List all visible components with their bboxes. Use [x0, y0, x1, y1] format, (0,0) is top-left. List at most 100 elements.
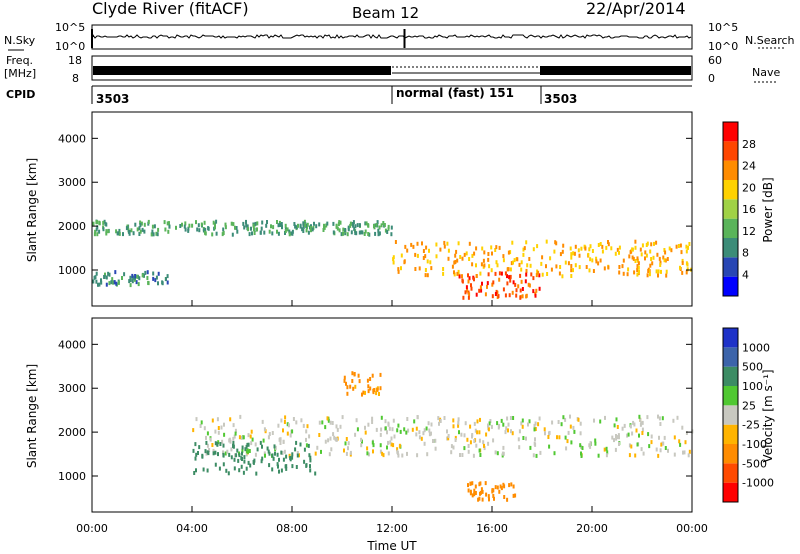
- scatter-cell: [224, 225, 227, 230]
- scatter-cell: [630, 249, 633, 254]
- scatter-cell: [569, 424, 572, 429]
- scatter-cell: [228, 452, 231, 457]
- scatter-cell: [98, 220, 101, 225]
- scatter-cell: [194, 442, 197, 447]
- scatter-cell: [457, 417, 460, 422]
- scatter-cell: [238, 453, 241, 458]
- scatter-cell: [535, 453, 538, 458]
- scatter-cell: [374, 231, 377, 236]
- scatter-cell: [672, 418, 675, 423]
- scatter-cell: [373, 388, 376, 392]
- scatter-cell: [574, 263, 577, 268]
- scatter-cell: [544, 431, 546, 436]
- scatter-cell: [302, 221, 305, 226]
- scatter-cell: [570, 274, 573, 278]
- scatter-cell: [487, 441, 490, 446]
- scatter-cell: [618, 265, 621, 269]
- scatter-cell: [299, 224, 302, 229]
- scatter-cell: [659, 263, 662, 267]
- scatter-cell: [286, 227, 289, 232]
- scatter-cell: [461, 278, 464, 283]
- scatter-cell: [475, 274, 478, 278]
- scatter-cell: [241, 445, 244, 450]
- colorbar-tick-label: 12: [742, 225, 756, 238]
- scatter-cell: [638, 414, 641, 419]
- scatter-cell: [684, 440, 687, 445]
- scatter-cell: [254, 221, 257, 226]
- scatter-cell: [141, 273, 144, 278]
- scatter-cell: [430, 422, 433, 427]
- scatter-cell: [639, 422, 642, 427]
- scatter-cell: [522, 247, 525, 252]
- scatter-cell: [636, 268, 639, 272]
- scatter-cell: [233, 434, 236, 439]
- scatter-cell: [316, 445, 319, 450]
- scatter-cell: [421, 241, 423, 246]
- scatter-cell: [467, 483, 469, 488]
- scatter-cell: [323, 225, 326, 230]
- scatter-cell: [422, 431, 425, 436]
- scatter-cell: [105, 275, 108, 280]
- scatter-cell: [504, 430, 507, 435]
- x-tick-label: 12:00: [376, 522, 408, 535]
- scatter-cell: [471, 493, 474, 498]
- scatter-cell: [492, 438, 495, 443]
- scatter-cell: [670, 248, 673, 253]
- y-tick-label: 2000: [58, 220, 86, 233]
- scatter-cell: [522, 252, 525, 257]
- scatter-cell: [318, 433, 321, 437]
- scatter-cell: [491, 488, 494, 493]
- scatter-cell: [605, 446, 608, 451]
- scatter-cell: [375, 427, 378, 432]
- scatter-cell: [349, 450, 352, 455]
- scatter-cell: [336, 427, 339, 432]
- scatter-cell: [113, 280, 116, 285]
- scatter-cell: [268, 451, 271, 456]
- scatter-cell: [660, 442, 663, 447]
- scatter-cell: [673, 435, 676, 440]
- scatter-cell: [324, 425, 327, 430]
- scatter-cell: [488, 264, 491, 269]
- scatter-cell: [677, 244, 680, 248]
- noise-trace: [91, 29, 692, 48]
- scatter-cell: [519, 288, 522, 293]
- scatter-cell: [380, 415, 383, 420]
- scatter-cell: [181, 222, 183, 227]
- scatter-cell: [136, 227, 139, 232]
- scatter-cell: [565, 446, 568, 451]
- scatter-cell: [613, 423, 616, 428]
- scatter-cell: [607, 265, 610, 270]
- scatter-cell: [627, 432, 630, 437]
- scatter-cell: [361, 230, 364, 235]
- scatter-cell: [487, 252, 490, 256]
- scatter-cell: [212, 220, 215, 225]
- scatter-cell: [379, 386, 382, 391]
- scatter-cell: [371, 416, 374, 421]
- scatter-cell: [525, 268, 528, 273]
- scatter-cell: [632, 420, 635, 425]
- scatter-cell: [156, 232, 159, 237]
- scatter-cell: [494, 248, 497, 252]
- scatter-cell: [498, 271, 501, 276]
- scatter-cell: [579, 431, 582, 436]
- scatter-cell: [573, 251, 576, 256]
- scatter-cell: [224, 222, 227, 227]
- scatter-cell: [295, 420, 298, 425]
- scatter-cell: [229, 439, 232, 444]
- scatter-cell: [147, 219, 150, 224]
- scatter-cell: [476, 430, 479, 435]
- scatter-cell: [434, 446, 437, 451]
- scatter-cell: [199, 424, 202, 428]
- scatter-cell: [302, 229, 305, 233]
- scatter-cell: [657, 269, 660, 274]
- scatter-cell: [611, 435, 614, 440]
- power-panel-frame: [91, 111, 693, 307]
- scatter-cell: [486, 284, 488, 289]
- scatter-cell: [603, 447, 606, 452]
- scatter-cell: [595, 259, 598, 264]
- scatter-cell: [467, 444, 470, 448]
- scatter-cell: [308, 453, 311, 458]
- scatter-cell: [642, 451, 645, 456]
- scatter-cell: [387, 451, 390, 456]
- scatter-cell: [321, 420, 324, 425]
